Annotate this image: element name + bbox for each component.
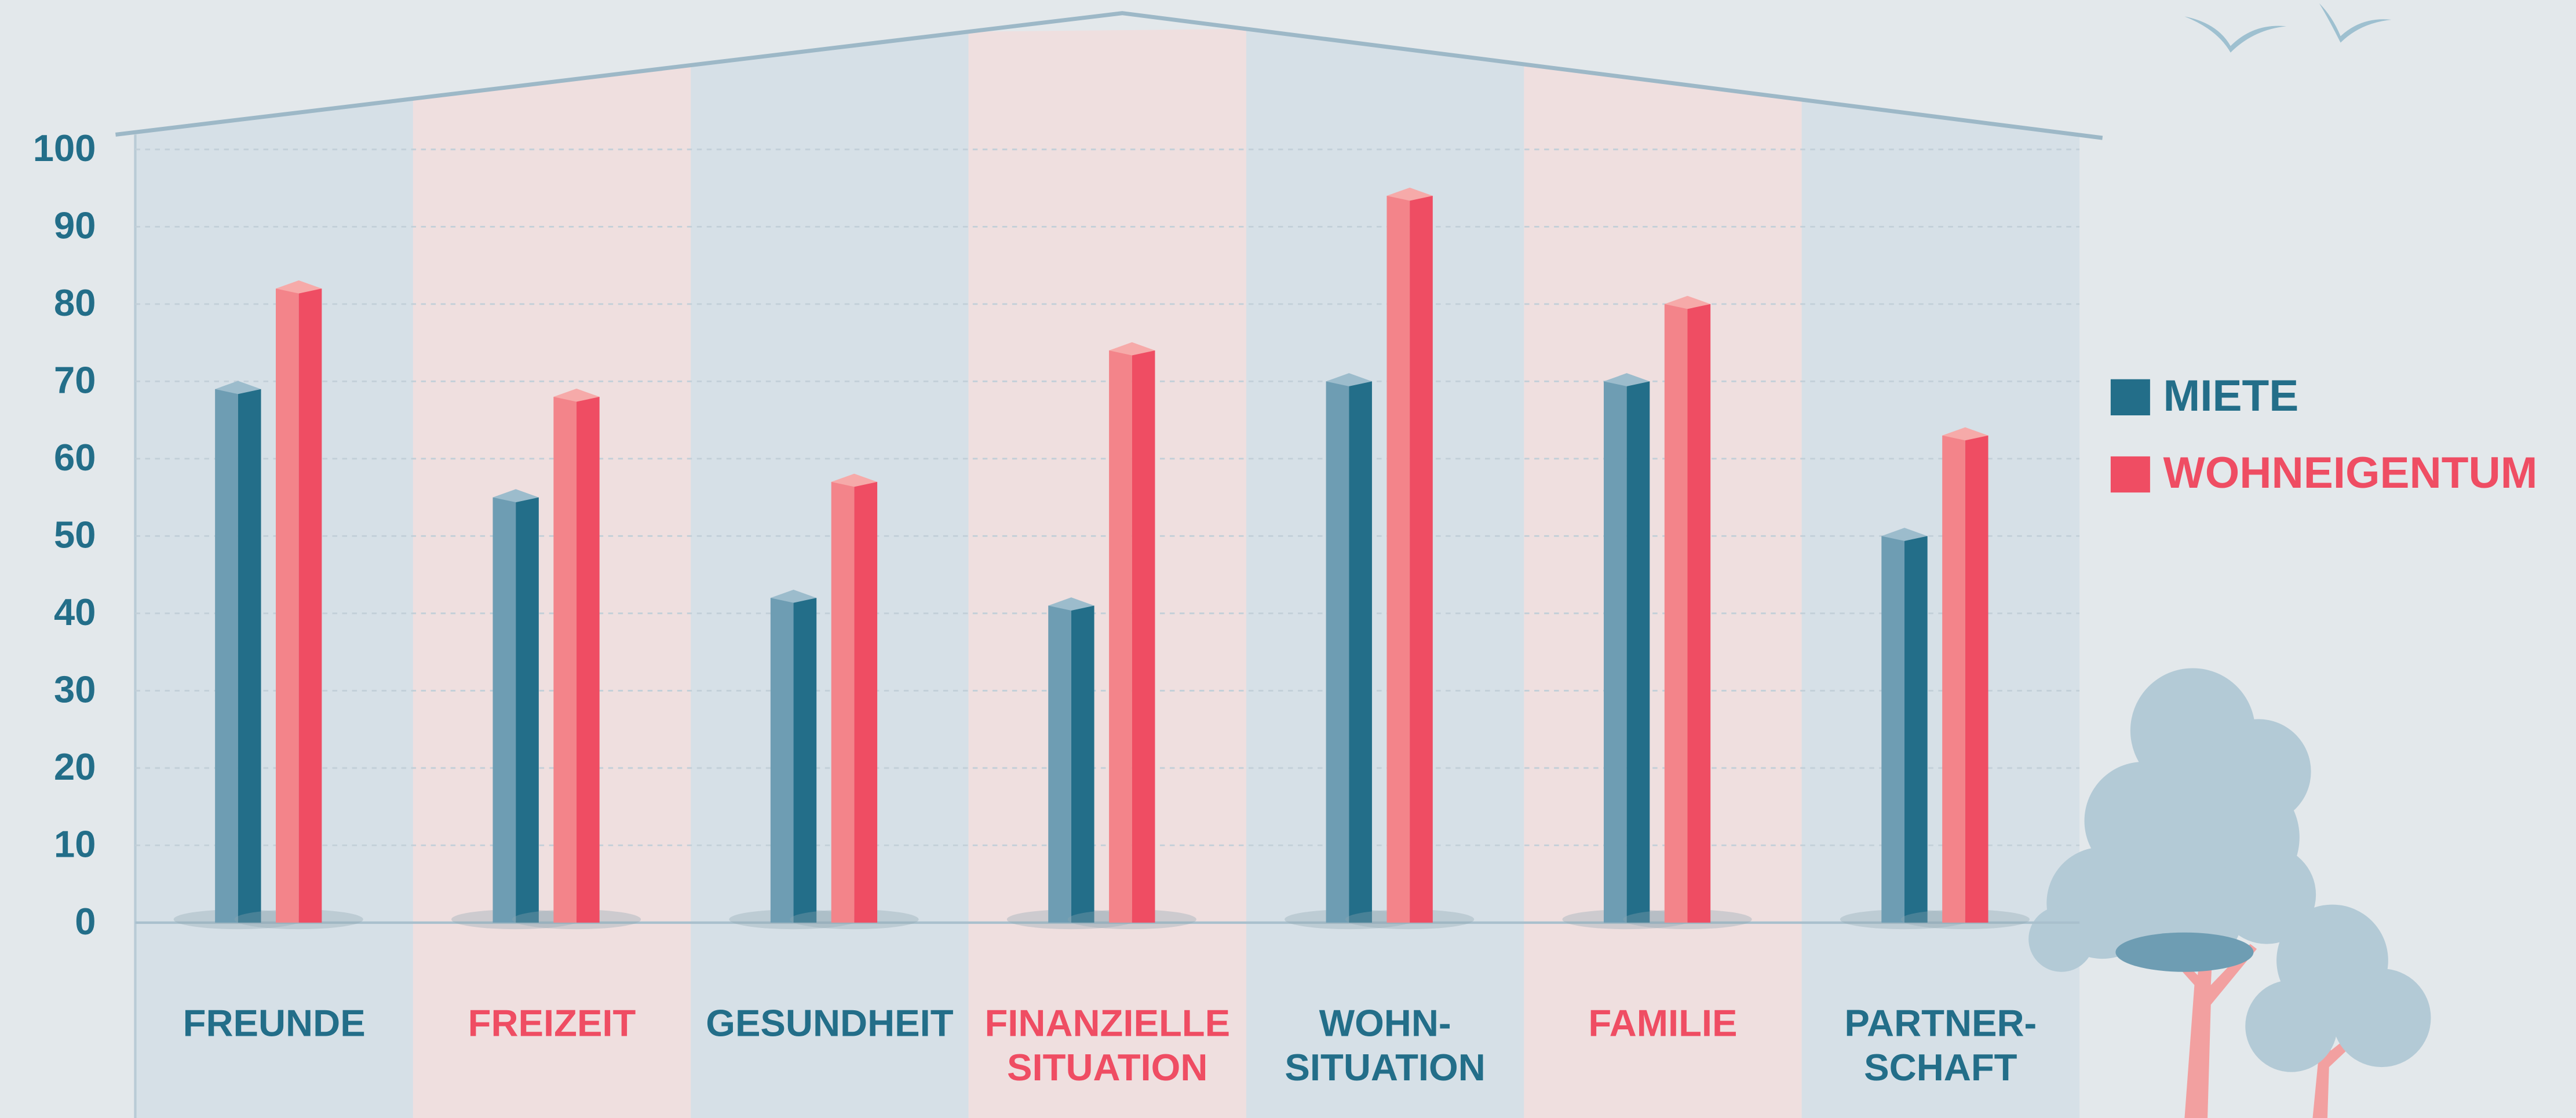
x-tick-label: GESUNDHEIT: [706, 1002, 953, 1044]
column-background: [1246, 29, 1524, 1118]
x-tick-line: FINANZIELLE: [984, 1002, 1230, 1044]
bar-front: [1071, 605, 1094, 922]
bar-front: [1627, 381, 1650, 922]
bar-side: [1048, 605, 1071, 922]
bar-side: [831, 482, 855, 923]
bar-front: [516, 498, 539, 923]
y-tick-label: 0: [75, 900, 96, 942]
foliage: [2245, 980, 2337, 1072]
x-tick-line: SITUATION: [1285, 1046, 1485, 1088]
bar-side: [1326, 381, 1349, 922]
y-tick-label: 10: [54, 823, 96, 865]
bar-side: [1604, 381, 1627, 922]
x-tick-line: FREUNDE: [183, 1002, 366, 1044]
bar-side: [1665, 304, 1688, 923]
bar-front: [238, 389, 261, 923]
bar-side: [1881, 536, 1904, 922]
bar-side: [493, 498, 516, 923]
page: {"chart_data": {"type": "bar", "categori…: [0, 0, 2576, 1118]
y-tick-label: 70: [54, 359, 96, 401]
y-tick-label: 50: [54, 513, 96, 556]
x-tick-line: FREIZEIT: [468, 1002, 636, 1044]
bar-side: [276, 288, 299, 923]
bar-front: [1904, 536, 1928, 922]
chart: 0 10 20 30 40 50 60 70 80 90 100 FREUNDE FREIZEIT GE…: [0, 0, 2576, 1118]
x-tick-line: SITUATION: [1007, 1046, 1207, 1088]
column-background: [413, 65, 691, 1118]
column-backgrounds: [135, 29, 2079, 1118]
y-tick-label: 100: [33, 127, 96, 169]
bar-front: [1687, 304, 1710, 923]
bar-front: [1965, 436, 1988, 923]
foliage-shadow: [2115, 933, 2253, 972]
bar-side: [1109, 350, 1132, 923]
bar-side: [1386, 196, 1410, 923]
bar-side: [1942, 436, 1965, 923]
bar-front: [1132, 350, 1155, 923]
y-tick-label: 60: [54, 436, 96, 478]
x-tick-line: WOHN-: [1319, 1002, 1451, 1044]
legend-swatch: [2111, 379, 2150, 415]
column-background: [691, 32, 968, 1118]
column-background: [969, 29, 1246, 1118]
column-background: [1802, 100, 2079, 1118]
x-tick-line: FAMILIE: [1588, 1002, 1737, 1044]
bar-front: [854, 482, 877, 923]
bar-front: [577, 397, 600, 923]
y-tick-label: 20: [54, 746, 96, 788]
bar-side: [553, 397, 577, 923]
x-tick-line: SCHAFT: [1864, 1046, 2017, 1088]
column-background: [135, 98, 413, 1118]
legend-label: MIETE: [2163, 371, 2299, 421]
column-background: [1524, 64, 1801, 1118]
bar-side: [771, 598, 794, 923]
bar-front: [1410, 196, 1433, 923]
x-tick-label: FREIZEIT: [468, 1002, 636, 1044]
x-tick-line: GESUNDHEIT: [706, 1002, 953, 1044]
bar-front: [794, 598, 817, 923]
y-tick-label: 30: [54, 668, 96, 710]
legend-label: WOHNEIGENTUM: [2163, 448, 2538, 498]
x-tick-line: PARTNER-: [1844, 1002, 2037, 1044]
foliage: [2332, 969, 2431, 1067]
bar-side: [215, 389, 238, 923]
y-tick-label: 90: [54, 204, 96, 246]
foliage: [2028, 906, 2094, 971]
y-tick-label: 80: [54, 282, 96, 324]
bar-front: [1349, 381, 1372, 922]
legend-swatch: [2111, 456, 2150, 492]
x-tick-label: FAMILIE: [1588, 1002, 1737, 1044]
y-tick-label: 40: [54, 591, 96, 633]
x-tick-label: FREUNDE: [183, 1002, 366, 1044]
bar-front: [299, 288, 322, 923]
